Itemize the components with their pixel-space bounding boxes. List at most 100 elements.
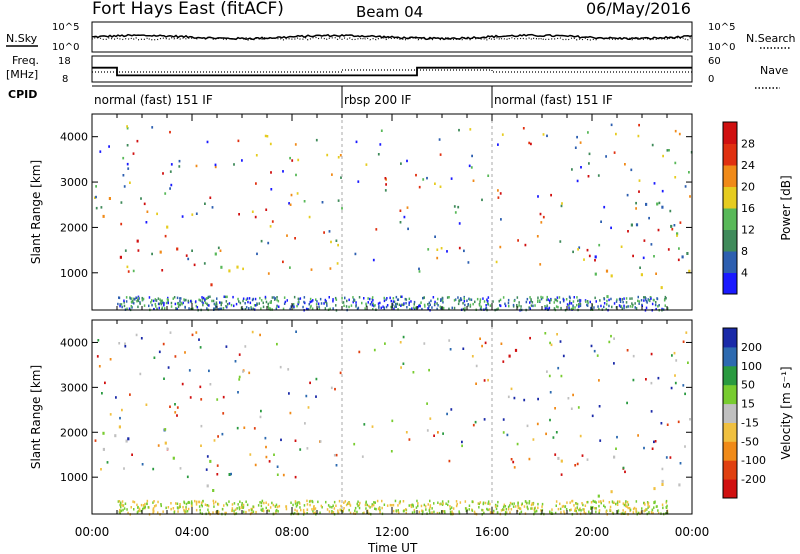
ground-scatter-cell <box>364 307 366 310</box>
ground-scatter-cell <box>411 511 414 514</box>
ground-scatter-cell <box>462 302 464 305</box>
noise-cell <box>524 243 527 247</box>
ground-scatter-cell <box>136 299 138 303</box>
ground-scatter-cell <box>198 298 200 302</box>
ground-scatter-cell <box>382 305 384 308</box>
ground-scatter-cell <box>494 503 497 507</box>
noise-cell <box>472 179 475 182</box>
ground-scatter-cell <box>553 301 555 304</box>
ground-scatter-cell <box>417 504 419 508</box>
ground-scatter-cell <box>142 297 145 301</box>
ground-scatter-cell <box>450 506 453 509</box>
noise-cell <box>587 131 589 134</box>
noise-cell <box>438 138 441 141</box>
ground-scatter-cell <box>201 300 203 304</box>
ground-scatter-cell <box>290 305 292 308</box>
ground-scatter-cell <box>555 500 558 503</box>
noise-cell <box>513 466 516 469</box>
ground-scatter-cell <box>255 304 257 307</box>
ground-scatter-cell <box>121 500 124 503</box>
ground-scatter-cell <box>423 503 426 507</box>
noise-cell <box>268 460 271 463</box>
ground-scatter-cell <box>137 506 139 509</box>
noise-cell <box>95 195 97 199</box>
ground-scatter-cell <box>548 306 551 310</box>
noise-cell <box>574 146 577 149</box>
xtick-label: 08:00 <box>275 525 310 539</box>
ground-scatter-cell <box>303 511 306 515</box>
noise-cell <box>648 216 650 220</box>
noise-cell <box>199 346 202 349</box>
range-gate-cell <box>597 494 600 498</box>
ground-scatter-cell <box>246 297 249 300</box>
noise-cell <box>620 245 623 248</box>
ground-scatter-cell <box>293 305 295 308</box>
noise-cell <box>472 423 475 427</box>
ground-scatter-cell <box>161 306 163 309</box>
ground-scatter-cell <box>511 502 513 506</box>
range-gate-cell <box>228 473 231 476</box>
noise-cell <box>436 256 439 260</box>
noise-cell <box>626 349 629 352</box>
ground-scatter-cell <box>170 502 172 505</box>
ground-scatter-cell <box>224 511 226 515</box>
ground-scatter-cell <box>141 298 144 302</box>
ground-scatter-cell <box>608 304 610 308</box>
ground-scatter-cell <box>576 296 578 299</box>
noise-cell <box>450 177 453 180</box>
noise-cell <box>677 258 680 262</box>
ground-scatter-cell <box>525 300 528 304</box>
noise-cell <box>206 140 209 144</box>
ground-scatter-cell <box>276 296 278 299</box>
ground-scatter-cell <box>418 510 421 514</box>
ground-scatter-cell <box>343 304 345 307</box>
ground-scatter-cell <box>393 307 395 311</box>
noise-cell <box>622 466 625 470</box>
ground-scatter-cell <box>314 511 316 514</box>
ground-scatter-cell <box>546 304 548 307</box>
noise-cell <box>219 249 222 252</box>
ground-scatter-cell <box>119 501 122 504</box>
noise-cell <box>188 369 191 372</box>
ground-scatter-cell <box>556 296 559 299</box>
ground-scatter-cell <box>451 306 453 310</box>
ground-scatter-cell <box>292 303 295 306</box>
noise-cell <box>439 185 442 188</box>
ground-scatter-cell <box>259 296 261 300</box>
noise-cell <box>442 432 444 435</box>
ground-scatter-cell <box>153 505 156 508</box>
ground-scatter-cell <box>327 504 330 507</box>
ground-scatter-cell <box>404 297 407 301</box>
ground-scatter-cell <box>541 502 544 506</box>
colorbar-swatch <box>723 143 737 166</box>
noise-cell <box>685 331 688 334</box>
ground-scatter-cell <box>465 509 468 513</box>
ground-scatter-cell <box>479 501 482 504</box>
ground-scatter-cell <box>157 500 159 504</box>
ground-scatter-cell <box>617 509 620 512</box>
ground-scatter-cell <box>178 506 180 509</box>
ground-scatter-cell <box>213 307 215 310</box>
ground-scatter-cell <box>130 305 133 308</box>
ground-scatter-cell <box>574 507 577 510</box>
noise-cell <box>658 201 661 205</box>
ground-scatter-cell <box>422 296 424 300</box>
ground-scatter-cell <box>349 511 352 515</box>
noise-cell <box>632 378 635 382</box>
noise-cell <box>259 333 261 337</box>
ground-scatter-cell <box>665 297 667 300</box>
noise-cell <box>294 475 297 479</box>
nsky-frame <box>91 21 693 53</box>
noise-cell <box>100 468 102 471</box>
ground-scatter-cell <box>362 512 364 515</box>
noise-cell <box>129 181 131 184</box>
ground-scatter-cell <box>173 296 176 299</box>
noise-cell <box>673 224 676 227</box>
noise-cell <box>341 207 343 210</box>
ground-scatter-cell <box>155 305 157 308</box>
ground-scatter-cell <box>239 301 242 305</box>
ground-scatter-cell <box>487 500 490 503</box>
ground-scatter-cell <box>166 298 169 301</box>
noise-cell <box>336 262 339 265</box>
